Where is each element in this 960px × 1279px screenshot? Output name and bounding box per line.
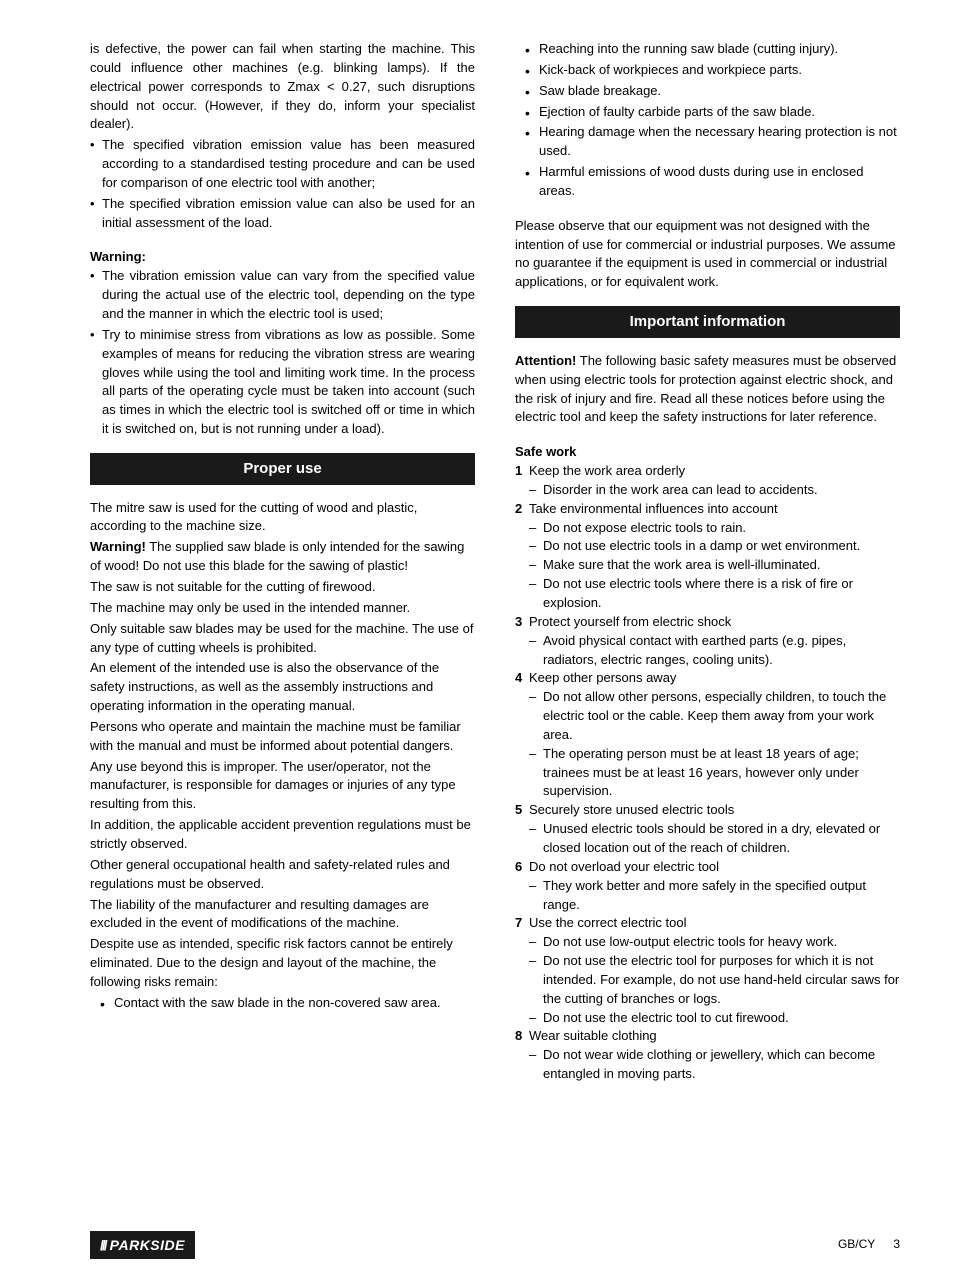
safe-4b: –The operating person must be at least 1… <box>515 745 900 802</box>
attention-label: Attention! <box>515 353 576 368</box>
safe-3a-text: Avoid physical contact with earthed part… <box>543 633 846 667</box>
safe-work-label: Safe work <box>515 443 900 462</box>
risk-item-3: Kick-back of workpieces and workpiece pa… <box>515 61 900 80</box>
safe-5-text: Securely store unused electric tools <box>529 802 734 817</box>
safe-2b-text: Do not use electric tools in a damp or w… <box>543 538 860 553</box>
safe-7c: –Do not use the electric tool to cut fir… <box>515 1009 900 1028</box>
safe-3: 3Protect yourself from electric shock <box>515 613 900 632</box>
brand-stripes-icon: /// <box>100 1237 106 1253</box>
safe-7b: –Do not use the electric tool for purpos… <box>515 952 900 1009</box>
safe-2-text: Take environmental influences into accou… <box>529 501 778 516</box>
proper-use-p4: The machine may only be used in the inte… <box>90 599 475 618</box>
safe-2a: –Do not expose electric tools to rain. <box>515 519 900 538</box>
vibration-bullet-1: The specified vibration emission value h… <box>90 136 475 193</box>
proper-use-p9: In addition, the applicable accident pre… <box>90 816 475 854</box>
proper-use-p10: Other general occupational health and sa… <box>90 856 475 894</box>
proper-use-p2: Warning! The supplied saw blade is only … <box>90 538 475 576</box>
proper-use-p7: Persons who operate and maintain the mac… <box>90 718 475 756</box>
intro-text: is defective, the power can fail when st… <box>90 40 475 134</box>
proper-use-p5: Only suitable saw blades may be used for… <box>90 620 475 658</box>
warning-bullet-2: Try to minimise stress from vibrations a… <box>90 326 475 439</box>
safe-6a-text: They work better and more safely in the … <box>543 878 866 912</box>
safe-2c-text: Make sure that the work area is well-ill… <box>543 557 820 572</box>
brand-logo: /// PARKSIDE <box>90 1231 195 1259</box>
observe-text: Please observe that our equipment was no… <box>515 217 900 292</box>
proper-use-p8: Any use beyond this is improper. The use… <box>90 758 475 815</box>
safe-4-text: Keep other persons away <box>529 670 676 685</box>
page-digit: 3 <box>893 1237 900 1251</box>
safe-2: 2Take environmental influences into acco… <box>515 500 900 519</box>
region-code: GB/CY <box>838 1237 875 1251</box>
safe-8-text: Wear suitable clothing <box>529 1028 657 1043</box>
safe-6a: –They work better and more safely in the… <box>515 877 900 915</box>
page-number: GB/CY 3 <box>838 1236 900 1253</box>
safe-1-text: Keep the work area orderly <box>529 463 685 478</box>
safe-3a: –Avoid physical contact with earthed par… <box>515 632 900 670</box>
safe-7-text: Use the correct electric tool <box>529 915 687 930</box>
safe-6-text: Do not overload your electric tool <box>529 859 719 874</box>
safe-7a: –Do not use low-output electric tools fo… <box>515 933 900 952</box>
safe-7c-text: Do not use the electric tool to cut fire… <box>543 1010 789 1025</box>
vibration-bullet-2: The specified vibration emission value c… <box>90 195 475 233</box>
warning-inline: Warning! <box>90 539 146 554</box>
risk-item-7: Harmful emissions of wood dusts during u… <box>515 163 900 201</box>
safe-1a: –Disorder in the work area can lead to a… <box>515 481 900 500</box>
safe-5a-text: Unused electric tools should be stored i… <box>543 821 880 855</box>
proper-use-p3: The saw is not suitable for the cutting … <box>90 578 475 597</box>
safe-2b: –Do not use electric tools in a damp or … <box>515 537 900 556</box>
risk-item-2: Reaching into the running saw blade (cut… <box>515 40 900 59</box>
safe-4a: –Do not allow other persons, especially … <box>515 688 900 745</box>
safe-7: 7Use the correct electric tool <box>515 914 900 933</box>
safe-2d: –Do not use electric tools where there i… <box>515 575 900 613</box>
proper-use-p1: The mitre saw is used for the cutting of… <box>90 499 475 537</box>
left-column: is defective, the power can fail when st… <box>90 40 475 1084</box>
safe-2d-text: Do not use electric tools where there is… <box>543 576 853 610</box>
safe-8a-text: Do not wear wide clothing or jewellery, … <box>543 1047 875 1081</box>
safe-1: 1Keep the work area orderly <box>515 462 900 481</box>
safe-2a-text: Do not expose electric tools to rain. <box>543 520 746 535</box>
right-column: Reaching into the running saw blade (cut… <box>515 40 900 1084</box>
proper-use-p6: An element of the intended use is also t… <box>90 659 475 716</box>
safe-8: 8Wear suitable clothing <box>515 1027 900 1046</box>
brand-text: PARKSIDE <box>110 1237 185 1253</box>
safe-4a-text: Do not allow other persons, especially c… <box>543 689 886 742</box>
heading-proper-use: Proper use <box>90 453 475 485</box>
proper-use-p11: The liability of the manufacturer and re… <box>90 896 475 934</box>
safe-1a-text: Disorder in the work area can lead to ac… <box>543 482 818 497</box>
heading-important-info: Important information <box>515 306 900 338</box>
proper-use-p2-text: The supplied saw blade is only intended … <box>90 539 464 573</box>
page-footer: /// PARKSIDE GB/CY 3 <box>0 1231 960 1259</box>
safe-8a: –Do not wear wide clothing or jewellery,… <box>515 1046 900 1084</box>
safe-2c: –Make sure that the work area is well-il… <box>515 556 900 575</box>
risk-item-5: Ejection of faulty carbide parts of the … <box>515 103 900 122</box>
risk-item-1: Contact with the saw blade in the non-co… <box>90 994 475 1013</box>
safe-7a-text: Do not use low-output electric tools for… <box>543 934 837 949</box>
warning-bullet-1: The vibration emission value can vary fr… <box>90 267 475 324</box>
safe-6: 6Do not overload your electric tool <box>515 858 900 877</box>
safe-5a: –Unused electric tools should be stored … <box>515 820 900 858</box>
safe-4b-text: The operating person must be at least 18… <box>543 746 859 799</box>
attention-text: Attention! The following basic safety me… <box>515 352 900 427</box>
warning-label: Warning: <box>90 248 475 267</box>
proper-use-p12: Despite use as intended, specific risk f… <box>90 935 475 992</box>
safe-5: 5Securely store unused electric tools <box>515 801 900 820</box>
safe-4: 4Keep other persons away <box>515 669 900 688</box>
risk-item-6: Hearing damage when the necessary hearin… <box>515 123 900 161</box>
document-page: is defective, the power can fail when st… <box>0 0 960 1134</box>
risk-item-4: Saw blade breakage. <box>515 82 900 101</box>
safe-7b-text: Do not use the electric tool for purpose… <box>543 953 899 1006</box>
safe-3-text: Protect yourself from electric shock <box>529 614 731 629</box>
